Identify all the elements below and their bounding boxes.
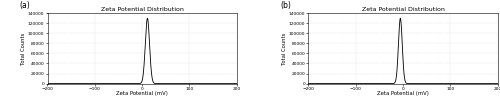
Y-axis label: Total Counts: Total Counts	[22, 32, 26, 65]
X-axis label: Zeta Potential (mV): Zeta Potential (mV)	[377, 92, 429, 96]
Title: Zeta Potential Distribution: Zeta Potential Distribution	[362, 7, 444, 12]
X-axis label: Zeta Potential (mV): Zeta Potential (mV)	[116, 92, 168, 96]
Title: Zeta Potential Distribution: Zeta Potential Distribution	[100, 7, 184, 12]
Y-axis label: Total Counts: Total Counts	[282, 32, 288, 65]
Text: (b): (b)	[280, 1, 291, 10]
Text: (a): (a)	[19, 1, 30, 10]
